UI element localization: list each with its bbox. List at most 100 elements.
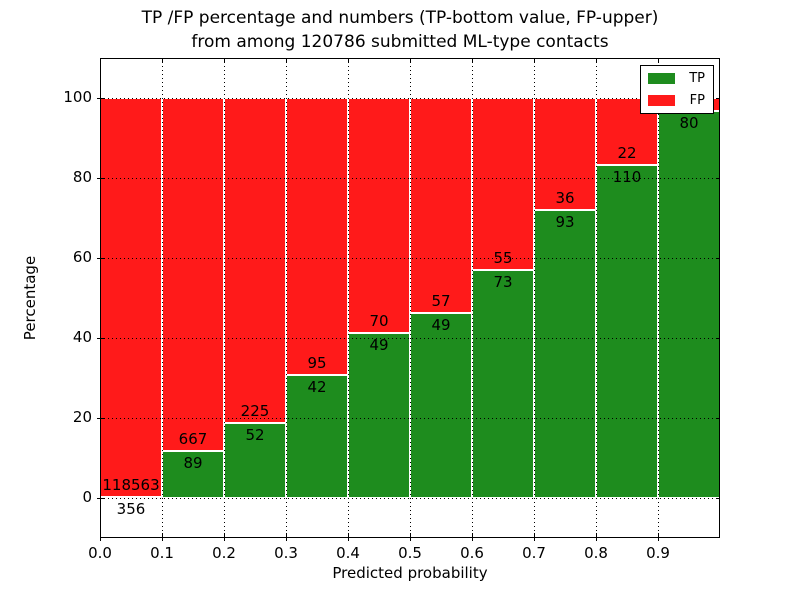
y-tick-label: 40	[72, 328, 92, 346]
x-tick-mark-top	[224, 58, 225, 62]
bar-value-fp: 22	[617, 143, 637, 162]
x-tick-mark-top	[162, 58, 163, 62]
grid-line-horizontal	[100, 98, 720, 99]
grid-line-vertical	[348, 58, 349, 538]
x-tick-mark-top	[410, 58, 411, 62]
y-tick-label: 100	[63, 88, 92, 106]
y-tick-mark-right	[716, 98, 720, 99]
y-tick-mark	[97, 178, 105, 179]
bar-value-tp: 73	[493, 273, 513, 291]
bar-value-fp: 118563	[102, 475, 160, 494]
bar-value-tp: 49	[369, 336, 389, 355]
bar-value-tp: 52	[245, 425, 265, 444]
x-tick-label: 0.5	[398, 544, 422, 562]
bar-segment-tp	[658, 111, 720, 498]
bar-value-fp: 36	[555, 188, 575, 207]
bar-segment-fp	[224, 98, 286, 423]
bar-value-tp: 93	[555, 212, 575, 231]
bar-value-fp: 667	[178, 429, 208, 448]
x-tick-mark-top	[100, 58, 101, 62]
legend-entry-label: TP	[689, 71, 705, 86]
bar-segment-tp	[410, 313, 472, 498]
bar-value-fp: 55	[493, 249, 513, 267]
chart-title-line1: TP /FP percentage and numbers (TP-bottom…	[141, 8, 659, 28]
grid-line-vertical	[596, 58, 597, 538]
y-tick-mark	[97, 258, 105, 259]
bar-segment-tp	[534, 209, 596, 498]
x-tick-mark-top	[348, 58, 349, 62]
x-tick-mark	[286, 533, 287, 541]
x-tick-mark	[472, 533, 473, 541]
y-tick-mark-right	[716, 178, 720, 179]
grid-line-horizontal	[100, 258, 720, 259]
x-tick-mark	[534, 533, 535, 541]
x-tick-mark-top	[596, 58, 597, 62]
x-tick-label: 0.7	[522, 544, 546, 562]
bar-value-fp: 225	[240, 401, 270, 420]
x-tick-mark	[348, 533, 349, 541]
x-tick-mark	[596, 533, 597, 541]
grid-line-vertical	[286, 58, 287, 538]
plot-area: TP FP 118563 356 667 89 225 52 95 42 70 49 57 49 55 73…	[97, 58, 720, 541]
x-tick-label: 0.4	[336, 544, 360, 562]
chart-title-line2: from among 120786 submitted ML-type cont…	[191, 32, 609, 52]
bar-segment-fp	[472, 98, 534, 270]
y-tick-mark-right	[716, 338, 720, 339]
grid-line-vertical	[162, 58, 163, 538]
bar-value-tp: 49	[431, 316, 451, 335]
bar-segment-tp	[596, 164, 658, 498]
bar-segment-tp	[224, 422, 286, 498]
fp-legend-patch	[648, 95, 675, 106]
grid-line-vertical	[410, 58, 411, 538]
bar-value-tp: 80	[679, 114, 699, 133]
grid-line-vertical	[224, 58, 225, 538]
x-tick-label: 0.0	[88, 544, 112, 562]
grid-line-vertical	[472, 58, 473, 538]
grid-line-vertical	[534, 58, 535, 538]
bar-segment-tp	[348, 333, 410, 498]
bar-segment-tp	[286, 375, 348, 498]
y-tick-label: 20	[72, 408, 92, 426]
x-tick-label: 0.1	[150, 544, 174, 562]
x-tick-mark-top	[286, 58, 287, 62]
bar-value-tp: 110	[612, 167, 642, 186]
bar-segment-fp	[286, 98, 348, 376]
legend: TP FP	[640, 65, 714, 114]
grid-line-horizontal	[100, 178, 720, 179]
bar-segment-tp	[472, 270, 534, 498]
bar-segment-fp	[410, 98, 472, 314]
bar-value-fp: 95	[307, 354, 327, 373]
x-tick-label: 0.6	[460, 544, 484, 562]
grid-line-vertical	[658, 58, 659, 538]
bar-value-tp: 356	[116, 499, 146, 518]
tp-legend-patch	[648, 73, 675, 84]
bar-value-fp: 57	[431, 292, 451, 311]
x-tick-mark	[224, 533, 225, 541]
y-axis-label: Percentage	[21, 255, 39, 341]
y-tick-mark	[97, 418, 105, 419]
y-tick-mark	[97, 498, 105, 499]
x-axis-label: Predicted probability	[332, 564, 488, 582]
x-tick-mark	[100, 533, 101, 541]
y-tick-label: 60	[72, 248, 92, 266]
legend-entry-label: FP	[689, 93, 705, 108]
bar-value-tp: 42	[307, 378, 327, 397]
y-tick-label: 0	[82, 488, 92, 506]
grid-line-horizontal	[100, 418, 720, 419]
x-tick-label: 0.2	[212, 544, 236, 562]
bar-value-tp: 89	[183, 453, 203, 472]
x-tick-label: 0.9	[646, 544, 670, 562]
bar-segment-fp	[100, 98, 162, 497]
y-tick-mark	[97, 98, 105, 99]
y-tick-mark-right	[716, 418, 720, 419]
x-tick-mark	[410, 533, 411, 541]
grid-line-horizontal	[100, 338, 720, 339]
bar-segment-tp	[162, 450, 224, 498]
x-tick-mark-top	[472, 58, 473, 62]
bar-value-fp: 70	[369, 312, 389, 331]
x-tick-label: 0.8	[584, 544, 608, 562]
legend-entry: FP	[648, 93, 705, 108]
x-tick-label: 0.3	[274, 544, 298, 562]
x-tick-mark	[658, 533, 659, 541]
